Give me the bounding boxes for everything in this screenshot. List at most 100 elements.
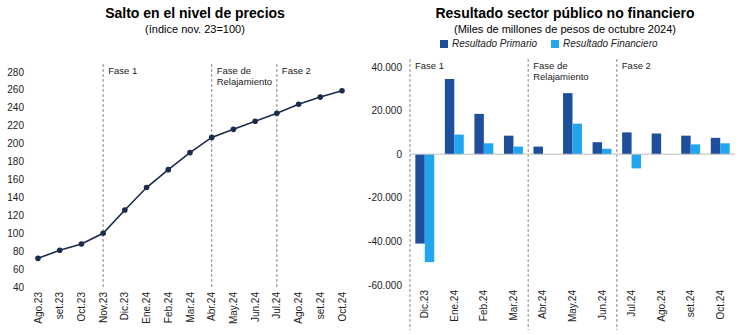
bar — [445, 79, 454, 154]
y-tick-label: 100 — [7, 228, 24, 239]
bar — [534, 147, 543, 155]
x-tick-label: Abr.24 — [206, 292, 217, 321]
bar — [632, 154, 641, 168]
y-tick — [27, 143, 30, 144]
bar — [652, 133, 661, 154]
figure: Salto en el nivel de precios (índice nov.… — [0, 0, 740, 335]
bar — [425, 154, 434, 262]
y-tick-label: -20.000 — [368, 192, 402, 203]
phase-divider — [528, 59, 529, 330]
bar — [573, 124, 582, 155]
phase-divider — [616, 59, 617, 330]
phase-divider — [211, 64, 212, 287]
y-tick — [27, 161, 30, 162]
y-tick — [27, 89, 30, 90]
phase-label: Relajamiento — [533, 71, 588, 82]
price-marker — [144, 185, 150, 191]
y-tick-label: 220 — [7, 120, 24, 131]
y-tick — [27, 197, 30, 198]
x-tick-label: Mar.24 — [508, 290, 519, 321]
legend-label: Resultado Financiero — [563, 38, 658, 49]
price-marker — [57, 247, 63, 253]
bar — [681, 136, 690, 155]
y-tick — [27, 107, 30, 108]
y-tick-label: 20.000 — [371, 105, 402, 116]
bar — [691, 144, 700, 154]
y-tick — [27, 287, 30, 288]
bar — [593, 142, 602, 154]
price-marker — [79, 241, 85, 247]
x-tick-label: Feb.24 — [478, 290, 489, 322]
chart-title: Salto en el nivel de precios — [105, 5, 285, 21]
price-marker — [231, 127, 237, 133]
x-tick-label: set.23 — [54, 292, 65, 320]
legend-swatch — [440, 40, 448, 48]
plot-area — [415, 79, 729, 262]
x-tick-label: May.24 — [228, 292, 239, 324]
x-tick-label: Jul.24 — [271, 292, 282, 319]
y-tick-label: 0 — [396, 149, 402, 160]
y-tick — [27, 72, 30, 73]
x-tick-label: Ago.24 — [656, 290, 667, 322]
x-tick-label: Ene.24 — [449, 290, 460, 322]
price-line — [38, 91, 342, 259]
bar — [415, 154, 424, 243]
legend-label: Resultado Primario — [452, 38, 537, 49]
price-marker — [187, 150, 193, 156]
y-tick-label: 180 — [7, 156, 24, 167]
bar — [622, 132, 631, 154]
x-tick-label: Feb.24 — [163, 292, 174, 324]
y-tick — [27, 269, 30, 270]
x-tick-label: May.24 — [567, 290, 578, 322]
phase-divider — [276, 64, 277, 287]
price-marker — [209, 135, 215, 141]
legend: Resultado Primario Resultado Financiero — [440, 38, 658, 49]
bar — [454, 135, 463, 155]
y-tick-label: -60.000 — [368, 280, 402, 291]
chart-subtitle: (índice nov. 23=100) — [145, 23, 245, 35]
x-tick-label: Oct.24 — [715, 290, 726, 320]
y-tick-label: 160 — [7, 174, 24, 185]
price-marker — [317, 94, 323, 100]
x-tick-label: Ene.24 — [141, 292, 152, 324]
bar — [504, 136, 513, 155]
phase-label: Relajamiento — [217, 76, 272, 87]
y-tick-label: -40.000 — [368, 236, 402, 247]
y-tick — [27, 251, 30, 252]
plot-area — [35, 88, 345, 261]
x-tick-label: Oct.23 — [76, 292, 87, 322]
y-tick-label: 80 — [13, 246, 25, 257]
bar — [563, 93, 572, 154]
legend-swatch — [551, 40, 559, 48]
x-tick-label: Jun.24 — [250, 292, 261, 322]
y-tick-label: 40 — [13, 282, 25, 293]
bar — [720, 143, 729, 154]
price-marker — [35, 256, 41, 262]
phase-divider — [103, 64, 104, 287]
x-tick-label: Ago.23 — [33, 292, 44, 324]
price-marker — [339, 88, 345, 94]
price-marker — [252, 118, 258, 124]
phase-label: Fase 2 — [622, 60, 651, 71]
y-tick — [27, 215, 30, 216]
bar — [484, 143, 493, 154]
x-tick-label: set.24 — [685, 290, 696, 318]
chart-line: Salto en el nivel de precios (índice nov.… — [7, 5, 347, 324]
y-tick-label: 60 — [13, 264, 25, 275]
x-tick-label: Ago.24 — [293, 292, 304, 324]
x-tick-label: Jun.24 — [597, 290, 608, 320]
x-tick-label: Dic.23 — [419, 290, 430, 319]
x-tick-label: Mar.24 — [185, 292, 196, 323]
y-tick-label: 140 — [7, 192, 24, 203]
y-tick — [27, 233, 30, 234]
bar — [711, 138, 720, 154]
y-tick-label: 240 — [7, 102, 24, 113]
price-marker — [165, 167, 171, 173]
phase-label: Fase de — [533, 60, 567, 71]
price-marker — [274, 110, 280, 116]
y-tick — [27, 179, 30, 180]
price-marker — [122, 207, 128, 213]
chart-bar: Resultado sector público no financiero(M… — [368, 5, 735, 330]
x-tick-label: Nov.23 — [98, 292, 109, 323]
chart-title: Resultado sector público no financiero — [435, 5, 694, 21]
